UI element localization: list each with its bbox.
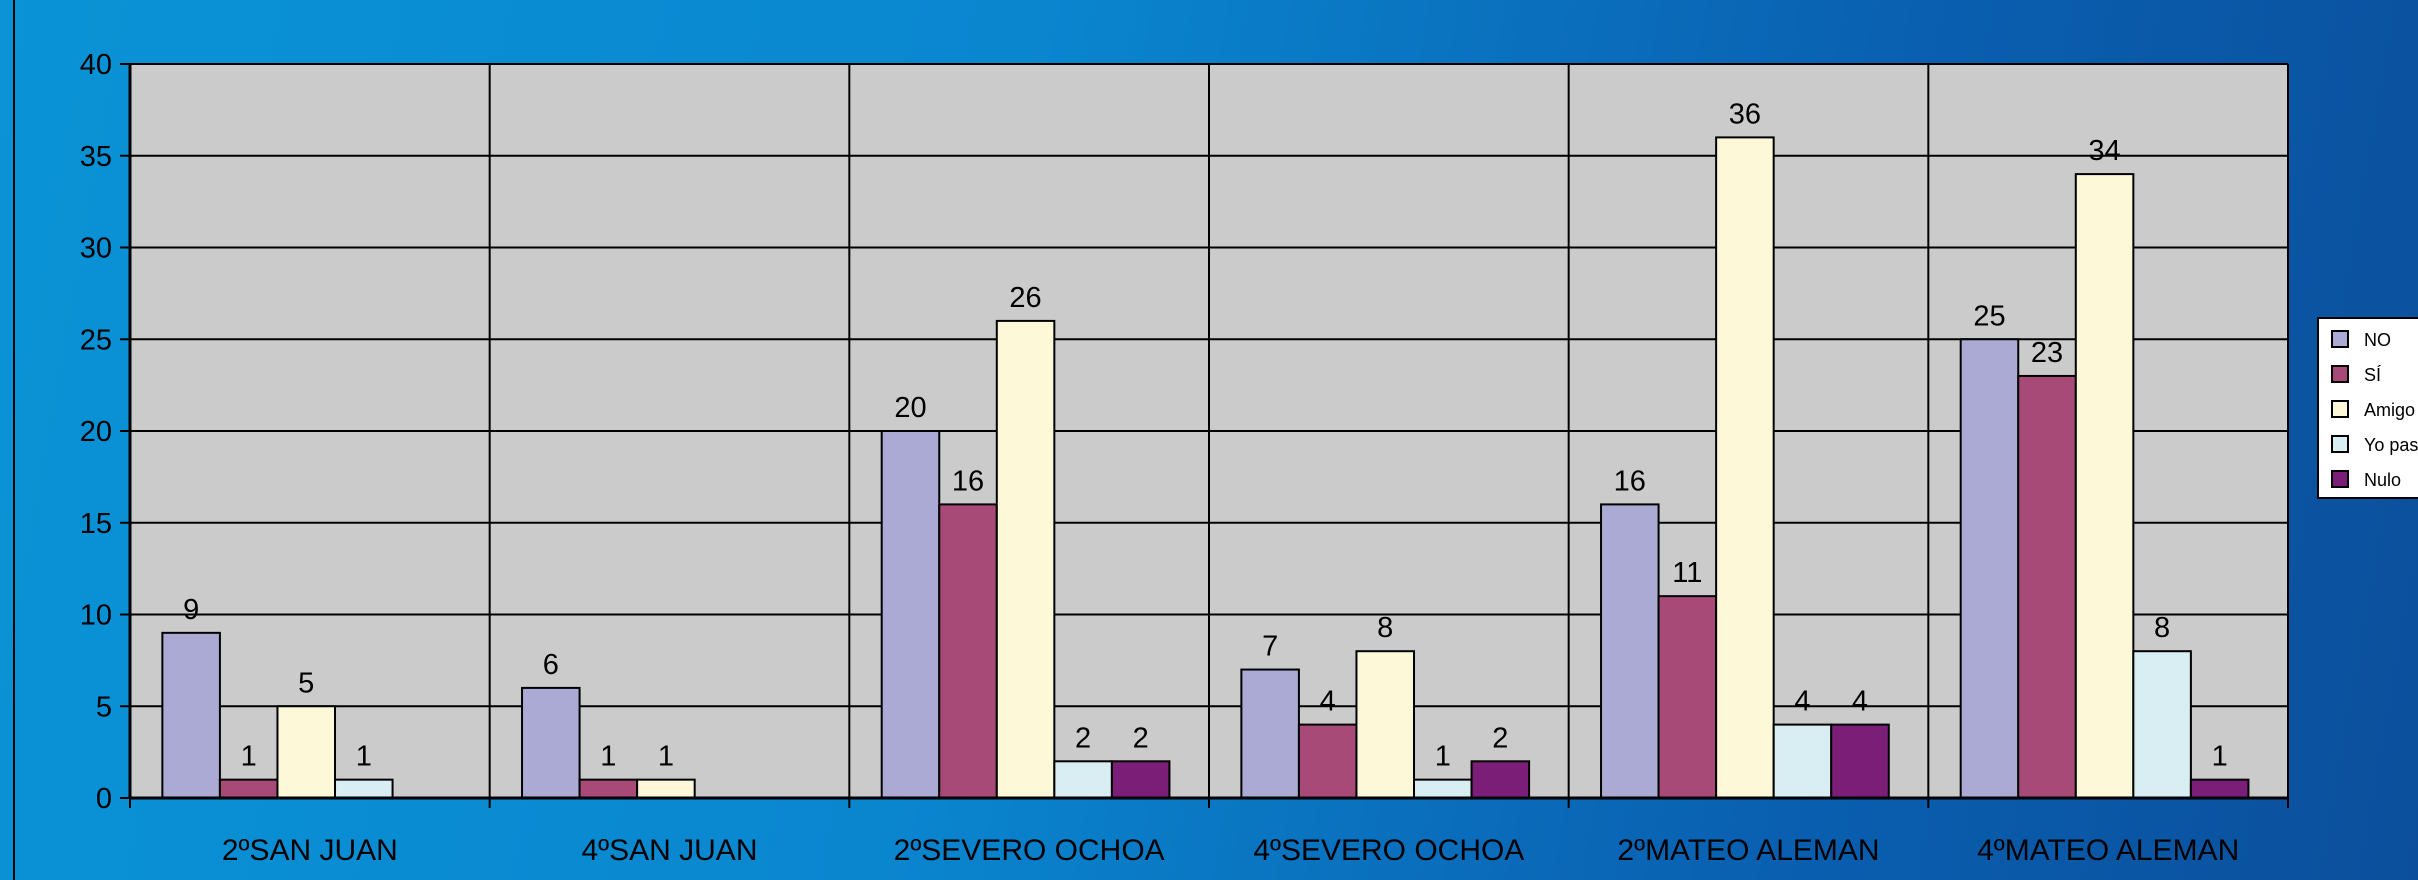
bar xyxy=(2074,173,2135,800)
data-label: 16 xyxy=(1614,465,1646,497)
x-tick-label: 2ºSEVERO OCHOA xyxy=(894,834,1165,867)
data-label: 9 xyxy=(183,594,199,626)
legend-swatch xyxy=(2331,330,2349,348)
data-label: 7 xyxy=(1262,631,1278,663)
data-label: 1 xyxy=(1435,741,1451,773)
bar xyxy=(1110,760,1171,799)
bar xyxy=(578,778,639,800)
data-label: 2 xyxy=(1075,722,1091,754)
legend-swatch xyxy=(2331,435,2349,453)
legend: NO SÍ Amigo Yo paso Nulo xyxy=(2317,317,2418,499)
bar xyxy=(2132,650,2192,800)
data-label: 11 xyxy=(1672,557,1702,589)
bar xyxy=(2189,778,2250,800)
legend-label: Amigo xyxy=(2364,400,2415,420)
y-tick-label: 15 xyxy=(80,508,112,540)
y-tick-label: 30 xyxy=(80,233,112,265)
legend-label: Nulo xyxy=(2364,470,2401,490)
bar xyxy=(1830,723,1890,799)
bar xyxy=(938,503,998,799)
data-label: 1 xyxy=(356,741,372,773)
bar xyxy=(1715,136,1775,799)
bar xyxy=(161,631,221,799)
x-tick-label: 4ºMATEO ALEMAN xyxy=(1977,834,2239,867)
legend-label: NO xyxy=(2364,330,2391,350)
bar xyxy=(1600,503,1660,799)
data-label: 16 xyxy=(952,465,984,497)
bar xyxy=(636,778,696,800)
y-tick-label: 5 xyxy=(96,691,112,723)
data-label: 1 xyxy=(600,741,616,773)
data-label: 36 xyxy=(1729,98,1761,130)
y-tick-label: 20 xyxy=(80,416,112,448)
data-label: 26 xyxy=(1009,282,1041,314)
y-tick-label: 40 xyxy=(80,49,112,81)
legend-swatch xyxy=(2331,400,2349,418)
bar xyxy=(1297,723,1358,799)
data-label: 2 xyxy=(1133,722,1149,754)
data-label: 34 xyxy=(2088,135,2120,167)
y-tick-label: 25 xyxy=(80,324,112,356)
legend-label: SÍ xyxy=(2364,365,2381,385)
data-label: 4 xyxy=(1320,686,1336,718)
data-label: 5 xyxy=(298,667,314,699)
data-label: 2 xyxy=(1492,722,1508,754)
bar xyxy=(1470,760,1531,799)
bar xyxy=(334,778,394,800)
data-label: 4 xyxy=(1852,686,1868,718)
bar xyxy=(1240,668,1300,799)
bar xyxy=(1413,778,1473,800)
x-tick-label: 4ºSEVERO OCHOA xyxy=(1253,834,1524,867)
data-label: 23 xyxy=(2031,337,2063,369)
bar xyxy=(1959,338,2020,799)
data-label: 1 xyxy=(658,741,674,773)
data-label: 8 xyxy=(1377,612,1393,644)
bar xyxy=(1657,595,1718,800)
bar xyxy=(2017,374,2077,799)
x-tick-label: 2ºMATEO ALEMAN xyxy=(1617,834,1879,867)
legend-swatch xyxy=(2331,470,2349,488)
data-label: 8 xyxy=(2154,612,2170,644)
y-tick-label: 0 xyxy=(96,783,112,815)
bar xyxy=(1355,650,1416,800)
bar xyxy=(1053,760,1113,799)
bar xyxy=(995,319,1056,799)
bar xyxy=(276,705,337,799)
data-label: 4 xyxy=(1794,686,1810,718)
data-label: 1 xyxy=(241,741,257,773)
legend-swatch xyxy=(2331,365,2349,383)
data-label: 6 xyxy=(543,649,559,681)
x-tick-label: 4ºSAN JUAN xyxy=(581,834,757,867)
y-tick-label: 10 xyxy=(80,600,112,632)
bar xyxy=(1772,723,1833,799)
bars-layer xyxy=(161,136,2250,800)
data-label: 1 xyxy=(2212,741,2228,773)
x-tick-label: 2ºSAN JUAN xyxy=(222,834,398,867)
bar xyxy=(521,686,581,800)
bar xyxy=(218,778,279,800)
data-label: 20 xyxy=(894,392,926,424)
y-tick-label: 35 xyxy=(80,141,112,173)
legend-label: Yo paso xyxy=(2364,435,2418,455)
bar xyxy=(880,430,941,799)
data-label: 25 xyxy=(1973,300,2005,332)
